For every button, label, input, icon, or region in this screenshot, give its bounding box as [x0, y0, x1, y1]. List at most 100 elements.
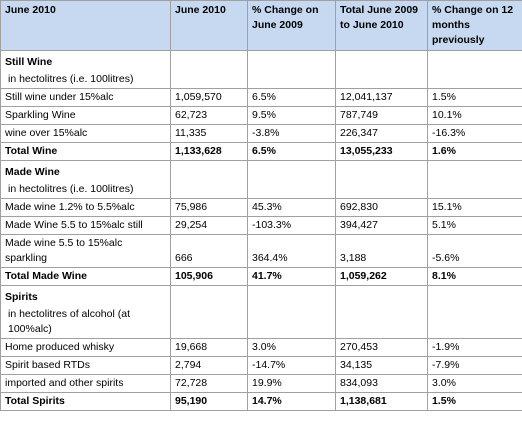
section-cell: Spirits in hectolitres of alcohol (at 100…	[0, 285, 171, 339]
cell: 10.1%	[427, 106, 522, 125]
cell: 62,723	[170, 106, 248, 125]
cell: -3.8%	[247, 124, 336, 143]
cell: Home produced whisky	[0, 338, 171, 357]
section-title: Spirits	[5, 291, 38, 303]
cell: 364.4%	[247, 234, 336, 268]
cell: 13,055,233	[335, 142, 428, 161]
cell: 11,335	[170, 124, 248, 143]
cell: 394,427	[335, 216, 428, 235]
cell	[170, 50, 248, 89]
data-row: imported and other spirits 72,728 19.9% 834…	[0, 374, 522, 393]
cell: 226,347	[335, 124, 428, 143]
cell: 15.1%	[427, 198, 522, 217]
cell: imported and other spirits	[0, 374, 171, 393]
total-row: Total Wine 1,133,628 6.5% 13,055,233 1.6%	[0, 142, 522, 161]
cell: Total June 2009 to June 2010	[335, 0, 428, 51]
cell: 14.7%	[247, 392, 336, 411]
data-row: Made wine 1.2% to 5.5%alc 75,986 45.3% 692,…	[0, 198, 522, 217]
cell: -1.9%	[427, 338, 522, 357]
cell: % Change on 12 months previously	[427, 0, 522, 51]
cell	[427, 50, 522, 89]
cell: 34,135	[335, 356, 428, 375]
cell: 12,041,137	[335, 88, 428, 107]
cell: 8.1%	[427, 267, 522, 286]
cell: -103.3%	[247, 216, 336, 235]
cell: % Change on June 2009	[247, 0, 336, 51]
cell: 1.6%	[427, 142, 522, 161]
cell	[170, 285, 248, 339]
cell: 6.5%	[247, 142, 336, 161]
cell: 41.7%	[247, 267, 336, 286]
cell	[335, 285, 428, 339]
section-row: Still Wine in hectolitres (i.e. 100litres…	[0, 50, 522, 89]
section-subtitle: in hectolitres (i.e. 100litres)	[8, 183, 134, 195]
cell: 787,749	[335, 106, 428, 125]
cell: Total Made Wine	[0, 267, 171, 286]
cell: wine over 15%alc	[0, 124, 171, 143]
data-row: Spirit based RTDs 2,794 -14.7% 34,135 -7.9%	[0, 356, 522, 375]
cell: Total Wine	[0, 142, 171, 161]
cell: 1.5%	[427, 88, 522, 107]
cell: 3,188	[335, 234, 428, 268]
data-row: Made Wine 5.5 to 15%alc still 29,254 -103.…	[0, 216, 522, 235]
cell: 19,668	[170, 338, 248, 357]
section-title: Made Wine	[5, 166, 60, 178]
cell: -14.7%	[247, 356, 336, 375]
cell	[335, 160, 428, 199]
data-row: Still wine under 15%alc 1,059,570 6.5% 12,0…	[0, 88, 522, 107]
data-row: Home produced whisky 19,668 3.0% 270,453 -1.…	[0, 338, 522, 357]
data-row: wine over 15%alc 11,335 -3.8% 226,347 -16.3%	[0, 124, 522, 143]
wine-table: June 2010 June 2010% Change on June 2009 T…	[0, 0, 522, 411]
data-row: Sparkling Wine 62,723 9.5% 787,749 10.1%	[0, 106, 522, 125]
head-row: June 2010 June 2010% Change on June 2009 T…	[0, 0, 522, 51]
cell: Sparkling Wine	[0, 106, 171, 125]
cell: 5.1%	[427, 216, 522, 235]
cell: Spirit based RTDs	[0, 356, 171, 375]
cell: 666	[170, 234, 248, 268]
cell: 3.0%	[427, 374, 522, 393]
cell: 75,986	[170, 198, 248, 217]
cell: 45.3%	[247, 198, 336, 217]
cell: June 2010	[170, 0, 248, 51]
cell: -16.3%	[427, 124, 522, 143]
cell	[170, 160, 248, 199]
cell: Made Wine 5.5 to 15%alc still	[0, 216, 171, 235]
section-row: Made Wine in hectolitres (i.e. 100litres)	[0, 160, 522, 199]
section-title: Still Wine	[5, 56, 53, 68]
section-subtitle: in hectolitres of alcohol (at 100%alc)	[8, 308, 130, 335]
total-row: Total Spirits 95,190 14.7% 1,138,681 1.5%	[0, 392, 522, 411]
cell: 6.5%	[247, 88, 336, 107]
section-subtitle: in hectolitres (i.e. 100litres)	[8, 73, 134, 85]
cell: 1,059,262	[335, 267, 428, 286]
section-cell: Made Wine in hectolitres (i.e. 100litres)	[0, 160, 171, 199]
cell	[335, 50, 428, 89]
cell: 105,906	[170, 267, 248, 286]
table-body: June 2010 June 2010% Change on June 2009 T…	[0, 0, 522, 411]
cell	[427, 160, 522, 199]
data-row: Made wine 5.5 to 15%alc sparkling 666 364.…	[0, 234, 522, 268]
cell: 72,728	[170, 374, 248, 393]
cell: 9.5%	[247, 106, 336, 125]
cell: Made wine 1.2% to 5.5%alc	[0, 198, 171, 217]
cell: 19.9%	[247, 374, 336, 393]
cell: -7.9%	[427, 356, 522, 375]
cell	[427, 285, 522, 339]
cell: June 2010	[0, 0, 171, 51]
cell	[247, 50, 336, 89]
cell: 95,190	[170, 392, 248, 411]
cell: -5.6%	[427, 234, 522, 268]
cell: 692,830	[335, 198, 428, 217]
cell: 1.5%	[427, 392, 522, 411]
cell: 1,138,681	[335, 392, 428, 411]
cell: Total Spirits	[0, 392, 171, 411]
cell: Still wine under 15%alc	[0, 88, 171, 107]
cell	[247, 160, 336, 199]
cell: 270,453	[335, 338, 428, 357]
cell: Made wine 5.5 to 15%alc sparkling	[0, 234, 171, 268]
cell: 3.0%	[247, 338, 336, 357]
cell: 1,059,570	[170, 88, 248, 107]
cell: 29,254	[170, 216, 248, 235]
cell: 2,794	[170, 356, 248, 375]
cell	[247, 285, 336, 339]
